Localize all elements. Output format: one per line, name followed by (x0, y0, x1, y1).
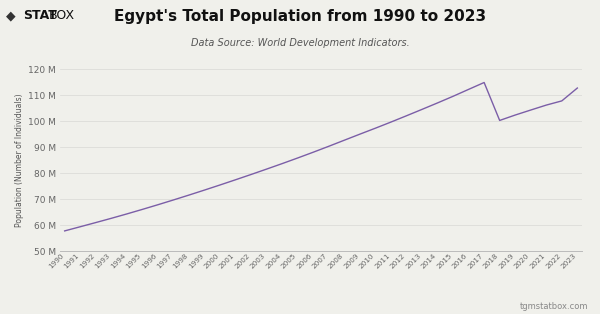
Text: Data Source: World Development Indicators.: Data Source: World Development Indicator… (191, 38, 409, 48)
Text: tgmstatbox.com: tgmstatbox.com (520, 302, 588, 311)
Text: ◆: ◆ (6, 9, 16, 22)
Y-axis label: Population (Number of Individuals): Population (Number of Individuals) (15, 93, 24, 227)
Text: STAT: STAT (23, 9, 56, 22)
Text: Egypt's Total Population from 1990 to 2023: Egypt's Total Population from 1990 to 20… (114, 9, 486, 24)
Text: BOX: BOX (49, 9, 76, 22)
